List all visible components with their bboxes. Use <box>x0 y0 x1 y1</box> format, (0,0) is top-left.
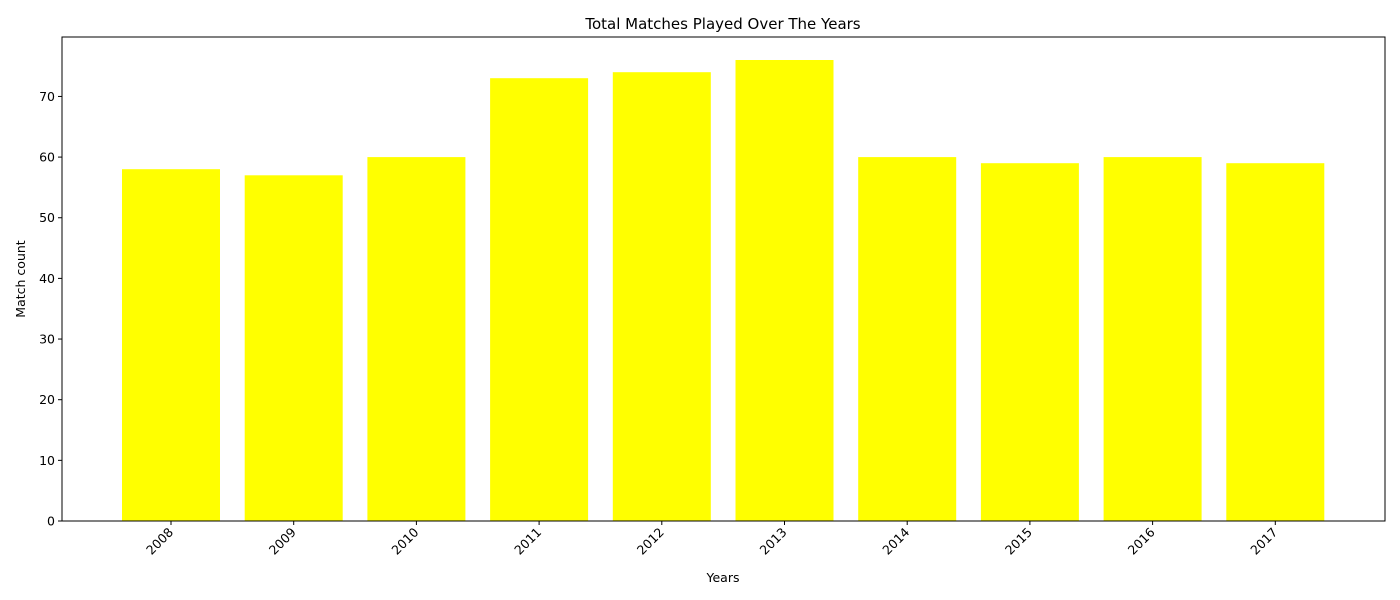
x-tick-label-2015: 2015 <box>1002 525 1035 558</box>
x-tick-label-2017: 2017 <box>1247 525 1280 558</box>
y-tick-label-0: 0 <box>47 514 55 529</box>
y-tick-label-50: 50 <box>39 210 55 225</box>
bar-2011 <box>490 78 589 521</box>
x-tick-label-2014: 2014 <box>879 524 912 557</box>
bar-2016 <box>1103 157 1202 521</box>
x-tick-label-2013: 2013 <box>757 525 790 558</box>
x-tick-label-2011: 2011 <box>511 525 544 558</box>
bar-2017 <box>1226 163 1325 521</box>
bar-2014 <box>858 157 957 521</box>
x-tick-label-2010: 2010 <box>388 524 421 557</box>
y-tick-label-30: 30 <box>39 332 55 347</box>
y-tick-label-40: 40 <box>39 271 55 286</box>
y-tick-label-60: 60 <box>39 150 55 165</box>
bar-2008 <box>122 169 220 521</box>
y-axis-label: Match count <box>13 240 28 317</box>
x-axis: 2008 2009 2010 2011 2012 2013 2014 2015 2016 2017 <box>143 521 1280 558</box>
x-tick-label-2009: 2009 <box>266 524 299 557</box>
y-tick-label-70: 70 <box>39 89 55 104</box>
y-tick-label-10: 10 <box>39 453 55 468</box>
x-tick-label-2016: 2016 <box>1125 524 1158 557</box>
x-axis-label: Years <box>706 570 740 585</box>
chart-title: Total Matches Played Over The Years <box>584 15 860 33</box>
plot-frame <box>61 36 1386 522</box>
bars-group <box>122 60 1325 522</box>
bar-2013 <box>735 60 834 521</box>
x-tick-label-2012: 2012 <box>634 525 667 558</box>
bar-2010 <box>367 157 466 521</box>
bar-2012 <box>612 72 711 521</box>
x-tick-label-2008: 2008 <box>143 524 176 557</box>
y-tick-label-20: 20 <box>39 392 55 407</box>
bar-2009 <box>244 175 343 522</box>
bar-2015 <box>980 163 1079 521</box>
y-axis: 0 10 20 30 40 50 60 70 <box>39 89 62 529</box>
